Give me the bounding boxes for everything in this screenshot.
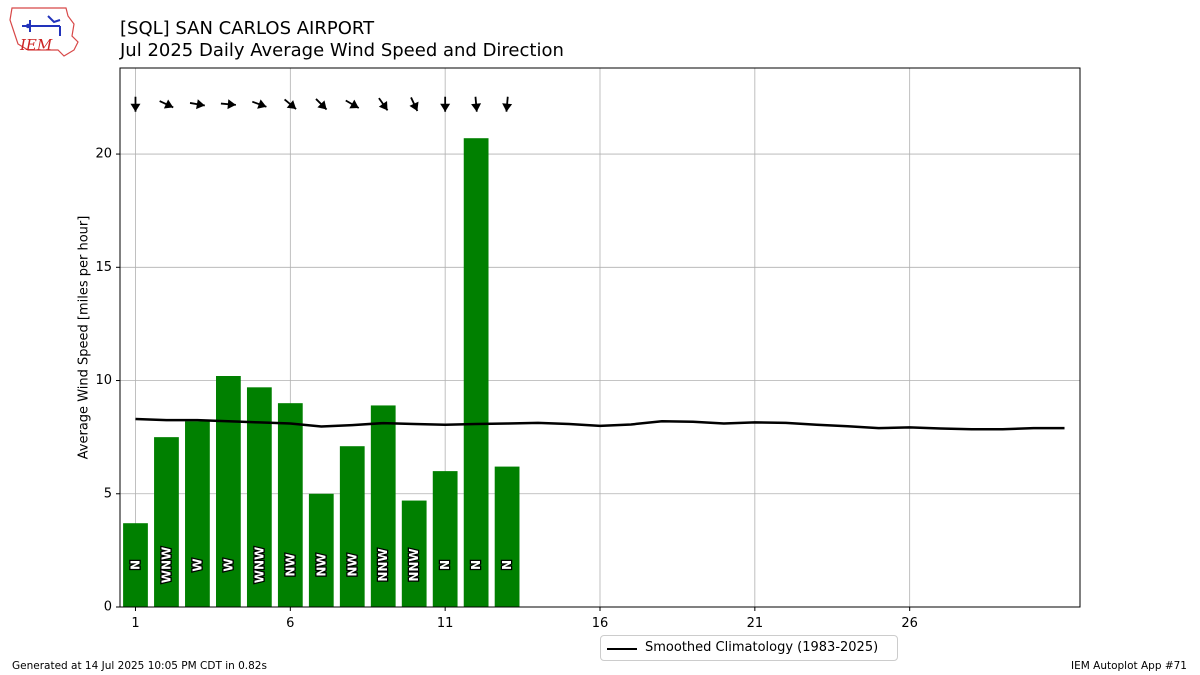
direction-arrow (378, 97, 389, 111)
direction-arrow (159, 99, 174, 109)
chart-title: [SQL] SAN CARLOS AIRPORT (120, 18, 375, 39)
x-tick-label: 6 (286, 616, 294, 631)
direction-arrow (189, 99, 205, 110)
chart-subtitle: Jul 2025 Daily Average Wind Speed and Di… (120, 40, 564, 61)
wind-bar (463, 138, 489, 608)
wind-bar (216, 376, 241, 607)
direction-label: NNW (407, 548, 421, 581)
app-footer: IEM Autoplot App #71 (1071, 660, 1187, 672)
y-tick-label: 15 (95, 260, 112, 275)
chart-legend: Smoothed Climatology (1983-2025) (600, 635, 898, 661)
y-tick-label: 10 (95, 373, 112, 388)
x-tick-label: 11 (437, 616, 454, 631)
wind-bar (401, 500, 427, 607)
legend-line-swatch (607, 648, 637, 650)
x-tick-label: 1 (131, 616, 139, 631)
direction-label: N (469, 560, 483, 570)
direction-label: N (500, 560, 514, 570)
y-tick-label: 20 (95, 147, 112, 162)
direction-arrow (283, 98, 297, 110)
wind-bar (123, 523, 148, 607)
direction-arrow (440, 96, 451, 112)
y-tick-label: 5 (104, 486, 112, 501)
direction-label: NW (314, 553, 328, 576)
wind-bar (154, 437, 179, 607)
iem-logo: IEM (9, 7, 79, 57)
direction-label: N (128, 560, 142, 570)
direction-label: WNW (252, 547, 266, 584)
direction-arrow (220, 99, 236, 110)
legend-climatology-label: Smoothed Climatology (1983-2025) (645, 640, 879, 655)
x-tick-label: 21 (747, 616, 764, 631)
direction-label: W (221, 558, 235, 571)
wind-bar (370, 405, 396, 607)
wind-bar (339, 446, 365, 607)
wind-bar (277, 403, 303, 607)
direction-label: WNW (159, 547, 173, 584)
direction-label: NW (283, 553, 297, 576)
wind-bar (308, 493, 334, 607)
x-tick-label: 26 (901, 616, 918, 631)
direction-arrow (409, 97, 419, 112)
y-tick-label: 0 (104, 600, 112, 615)
direction-arrow (315, 98, 328, 111)
climatology-line (135, 417, 1065, 431)
logo-text: IEM (19, 36, 53, 54)
x-tick-label: 16 (592, 616, 609, 631)
direction-label: NW (345, 553, 359, 576)
direction-arrow (130, 96, 141, 112)
direction-label: NNW (376, 548, 390, 581)
direction-label: W (190, 558, 204, 571)
wind-bar (494, 466, 520, 607)
direction-arrow (502, 96, 513, 112)
direction-label: N (438, 560, 452, 570)
direction-arrow (251, 99, 267, 109)
wind-bar (185, 421, 210, 607)
y-axis-label: Average Wind Speed [miles per hour] (77, 216, 92, 460)
direction-arrow (471, 96, 482, 112)
generated-footer: Generated at 14 Jul 2025 10:05 PM CDT in… (12, 660, 267, 672)
wind-bar (432, 471, 458, 607)
direction-arrow (345, 99, 360, 109)
